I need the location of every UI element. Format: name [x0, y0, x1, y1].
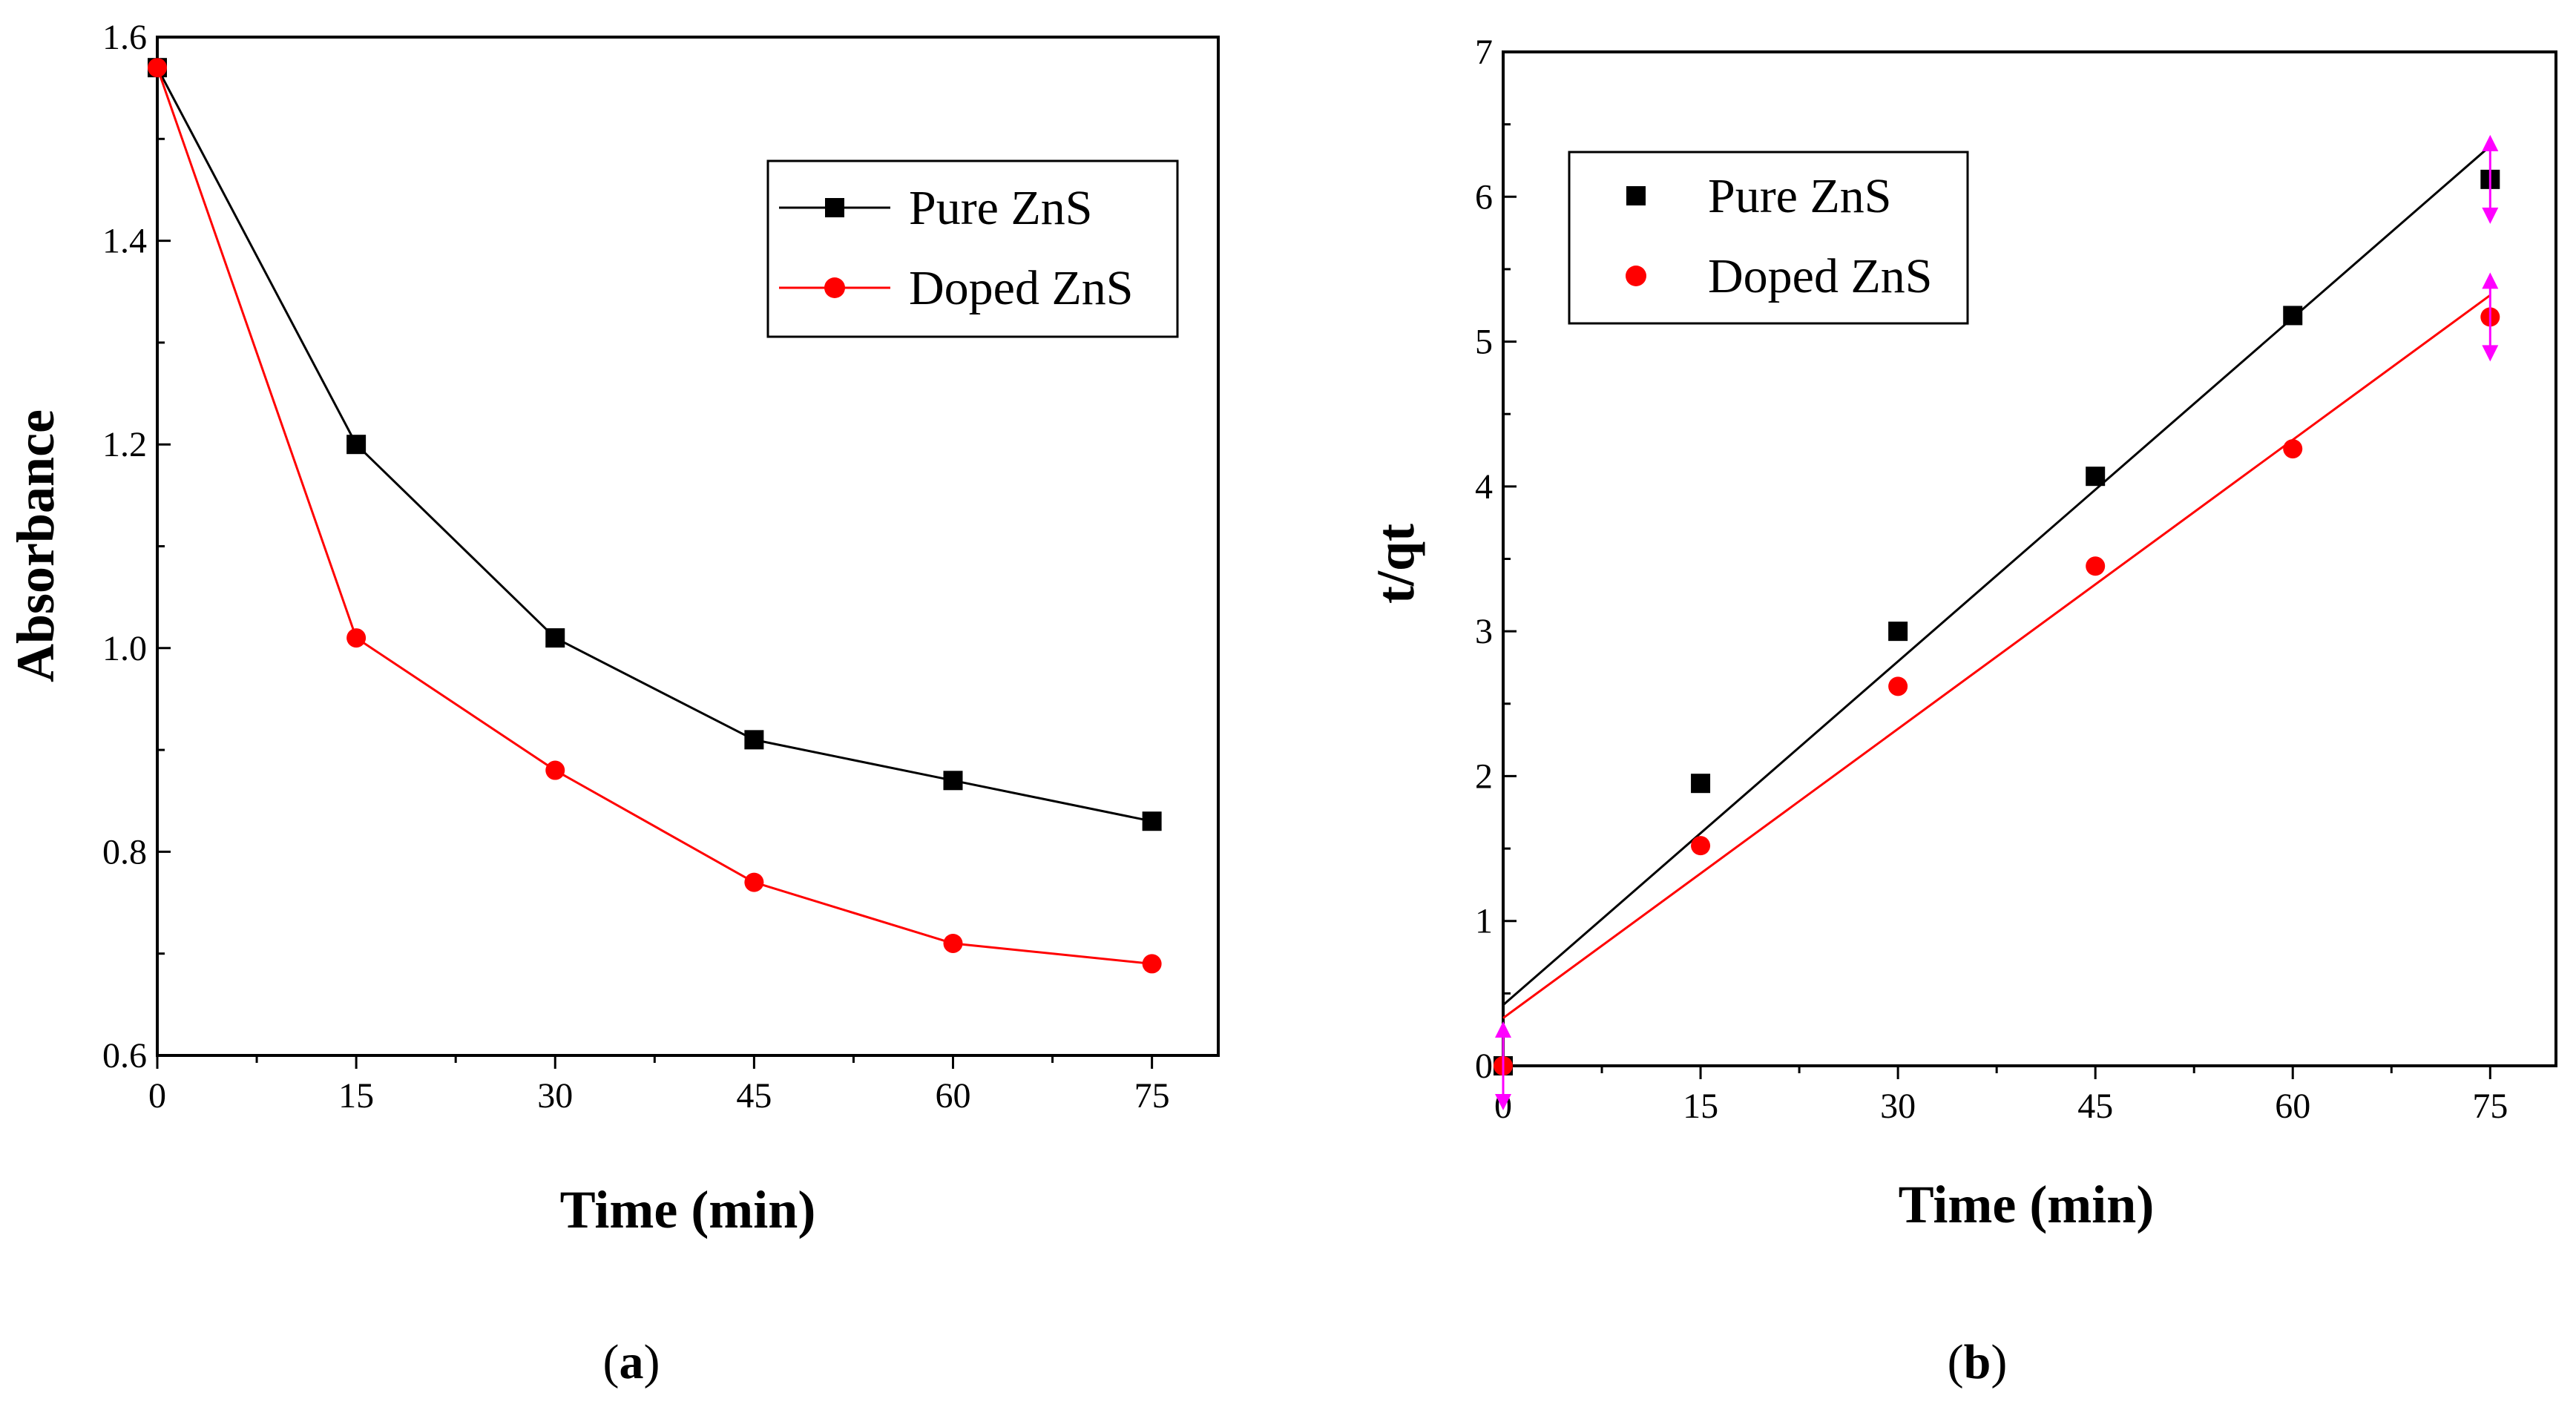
panel-a-x-axis-title: Time (min): [560, 1180, 816, 1239]
b-point-doped-zns: [1691, 836, 1711, 856]
a-point-pure-zns: [1142, 811, 1162, 831]
panel-b-y-axis: 0 1 2 3 4 5 6 7: [1475, 33, 1517, 1086]
a-y-tick-label: 1.2: [102, 425, 147, 464]
b-x-tick-label: 45: [2077, 1087, 2113, 1126]
panel-a-legend: Pure ZnS Doped ZnS: [766, 159, 1179, 338]
panel-a-absorbance-chart: 0.6 0.8 1.0 1.2 1.4 1.6 0 15 30 45 60 75 Absorbanc…: [6, 18, 1220, 1389]
b-x-tick-label: 15: [1683, 1087, 1718, 1126]
panel-b-legend-marker-doped: [1626, 266, 1646, 286]
panel-a-caption: (a): [603, 1335, 660, 1389]
b-point-pure-zns: [2086, 467, 2106, 487]
b-point-doped-zns: [2283, 439, 2303, 459]
panel-a-caption-open: (: [603, 1335, 620, 1389]
b-fit-line-doped-zns: [1502, 294, 2491, 1019]
a-point-doped-zns: [545, 760, 565, 780]
b-x-tick-label: 60: [2275, 1087, 2310, 1126]
a-y-tick-label: 1.6: [102, 18, 147, 57]
a-x-tick-label: 0: [148, 1076, 166, 1116]
b-x-tick-label: 30: [1880, 1087, 1916, 1126]
b-y-tick-label: 4: [1475, 467, 1493, 507]
b-y-tick-label: 3: [1475, 612, 1493, 651]
a-point-doped-zns: [346, 628, 367, 648]
panel-b-legend-label-pure: Pure ZnS: [1708, 169, 1892, 223]
a-x-tick-label: 15: [338, 1076, 374, 1116]
a-point-doped-zns: [744, 872, 764, 892]
panel-a-y-axis-title: Absorbance: [6, 409, 65, 682]
a-y-tick-label: 1.4: [102, 222, 147, 261]
a-point-pure-zns: [346, 435, 367, 455]
a-x-tick-label: 45: [736, 1076, 772, 1116]
b-point-pure-zns: [1691, 774, 1711, 794]
b-x-tick-label: 75: [2472, 1087, 2508, 1126]
panel-a-x-axis: 0 15 30 45 60 75: [148, 1055, 1170, 1116]
panel-b-legend: Pure ZnS Doped ZnS: [1568, 151, 1969, 325]
b-point-pure-zns: [1888, 622, 1908, 642]
b-fit-line-pure-zns: [1502, 145, 2491, 1006]
a-point-pure-zns: [744, 730, 764, 750]
b-y-tick-label: 7: [1475, 33, 1493, 72]
b-error-bar: [2482, 134, 2499, 224]
panel-b-x-axis-title: Time (min): [1899, 1175, 2155, 1234]
panel-b-legend-label-doped: Doped ZnS: [1708, 249, 1932, 303]
b-y-tick-label: 6: [1475, 177, 1493, 217]
b-point-doped-zns: [1888, 676, 1908, 696]
a-line-pure-zns: [156, 67, 1152, 823]
panel-a-y-axis: 0.6 0.8 1.0 1.2 1.4 1.6: [102, 18, 171, 1075]
a-point-doped-zns: [1142, 954, 1162, 974]
panel-a-legend-box: [766, 159, 1179, 338]
a-line-doped-zns: [156, 67, 1152, 965]
panel-a-legend-marker-pure: [825, 198, 844, 217]
panel-a-legend-label-pure: Pure ZnS: [909, 181, 1093, 235]
panel-b-legend-marker-pure: [1626, 186, 1646, 205]
b-y-tick-label: 0: [1475, 1047, 1493, 1086]
a-point-doped-zns: [148, 58, 167, 78]
panel-b-caption: (b): [1948, 1335, 2008, 1389]
a-x-tick-label: 60: [936, 1076, 971, 1116]
a-x-tick-label: 75: [1134, 1076, 1170, 1116]
panel-a-legend-label-doped: Doped ZnS: [909, 261, 1133, 315]
b-error-bar: [1495, 1021, 1511, 1110]
a-y-tick-label: 0.8: [102, 832, 147, 871]
panel-b-legend-box: [1568, 151, 1969, 325]
a-point-pure-zns: [943, 771, 963, 791]
a-x-tick-label: 30: [537, 1076, 573, 1116]
a-point-pure-zns: [545, 628, 565, 648]
b-point-doped-zns: [2086, 556, 2106, 576]
panel-b-caption-letter: b: [1964, 1335, 1991, 1389]
panel-b-y-axis-title: t/qt: [1366, 524, 1425, 604]
a-point-doped-zns: [943, 933, 963, 953]
a-y-tick-label: 0.6: [102, 1036, 147, 1075]
a-y-tick-label: 1.0: [102, 629, 147, 668]
panel-a-series: [148, 58, 1162, 974]
b-y-tick-label: 1: [1475, 902, 1493, 941]
panel-a-caption-close: ): [644, 1335, 660, 1389]
b-y-tick-label: 2: [1475, 757, 1493, 796]
b-y-tick-label: 5: [1475, 323, 1493, 362]
panel-b-series: [1494, 134, 2500, 1110]
panel-a-caption-letter: a: [620, 1335, 644, 1389]
b-point-pure-zns: [2283, 306, 2303, 326]
b-error-bar: [2482, 272, 2499, 362]
panel-b-caption-open: (: [1948, 1335, 1964, 1389]
panel-b-caption-close: ): [1991, 1335, 2007, 1389]
panel-a-legend-marker-doped: [824, 277, 845, 298]
